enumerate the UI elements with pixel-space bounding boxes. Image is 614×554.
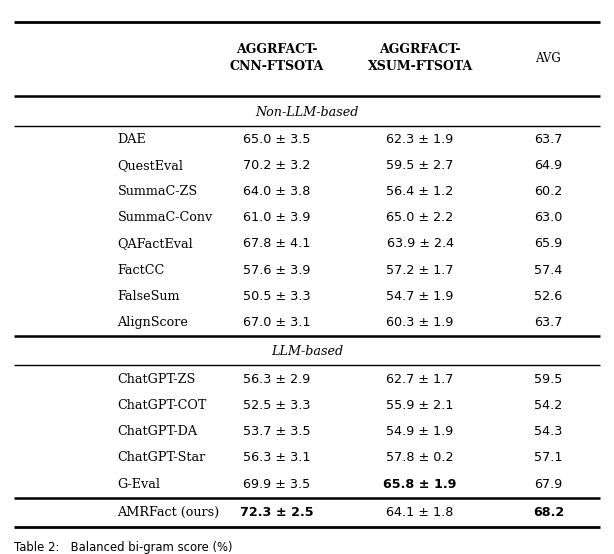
Text: 53.7 ± 3.5: 53.7 ± 3.5: [243, 425, 310, 438]
Text: 72.3 ± 2.5: 72.3 ± 2.5: [239, 506, 313, 519]
Text: 57.6 ± 3.9: 57.6 ± 3.9: [243, 264, 310, 276]
Text: 50.5 ± 3.3: 50.5 ± 3.3: [243, 290, 310, 303]
Text: QuestEval: QuestEval: [117, 159, 184, 172]
Text: 69.9 ± 3.5: 69.9 ± 3.5: [243, 478, 310, 491]
Text: 56.3 ± 3.1: 56.3 ± 3.1: [243, 452, 310, 464]
Text: AlignScore: AlignScore: [117, 316, 188, 329]
Text: Non-LLM-based: Non-LLM-based: [255, 106, 359, 119]
Text: 60.2: 60.2: [534, 185, 562, 198]
Text: 54.7 ± 1.9: 54.7 ± 1.9: [386, 290, 454, 303]
Text: ChatGPT-COT: ChatGPT-COT: [117, 399, 207, 412]
Text: 56.3 ± 2.9: 56.3 ± 2.9: [243, 373, 310, 386]
Text: 59.5 ± 2.7: 59.5 ± 2.7: [386, 159, 454, 172]
Text: 64.9: 64.9: [534, 159, 562, 172]
Text: 67.8 ± 4.1: 67.8 ± 4.1: [243, 238, 310, 250]
Text: G-Eval: G-Eval: [117, 478, 160, 491]
Text: 64.0 ± 3.8: 64.0 ± 3.8: [243, 185, 310, 198]
Text: SummaC-ZS: SummaC-ZS: [117, 185, 198, 198]
Text: 57.2 ± 1.7: 57.2 ± 1.7: [386, 264, 454, 276]
Text: 70.2 ± 3.2: 70.2 ± 3.2: [243, 159, 310, 172]
Text: 54.3: 54.3: [534, 425, 562, 438]
Text: 65.0 ± 2.2: 65.0 ± 2.2: [386, 211, 454, 224]
Text: 52.5 ± 3.3: 52.5 ± 3.3: [243, 399, 310, 412]
Text: 63.7: 63.7: [534, 132, 562, 146]
Text: 68.2: 68.2: [533, 506, 564, 519]
Text: FactCC: FactCC: [117, 264, 165, 276]
Text: DAE: DAE: [117, 132, 146, 146]
Text: 63.0: 63.0: [534, 211, 562, 224]
Text: ChatGPT-DA: ChatGPT-DA: [117, 425, 198, 438]
Text: 63.9 ± 2.4: 63.9 ± 2.4: [387, 238, 454, 250]
Text: 52.6: 52.6: [534, 290, 562, 303]
Text: 63.7: 63.7: [534, 316, 562, 329]
Text: 67.9: 67.9: [534, 478, 562, 491]
Text: AVG: AVG: [535, 52, 561, 65]
Text: 67.0 ± 3.1: 67.0 ± 3.1: [243, 316, 310, 329]
Text: SummaC-Conv: SummaC-Conv: [117, 211, 213, 224]
Text: 55.9 ± 2.1: 55.9 ± 2.1: [386, 399, 454, 412]
Text: ChatGPT-Star: ChatGPT-Star: [117, 452, 206, 464]
Text: 65.0 ± 3.5: 65.0 ± 3.5: [243, 132, 310, 146]
Text: 57.1: 57.1: [534, 452, 562, 464]
Text: AGGRFACT-
CNN-FTSOTA: AGGRFACT- CNN-FTSOTA: [229, 43, 324, 73]
Text: AMRFact (ours): AMRFact (ours): [117, 506, 220, 519]
Text: 54.2: 54.2: [534, 399, 562, 412]
Text: 65.8 ± 1.9: 65.8 ± 1.9: [383, 478, 457, 491]
Text: 61.0 ± 3.9: 61.0 ± 3.9: [243, 211, 310, 224]
Text: 62.7 ± 1.7: 62.7 ± 1.7: [386, 373, 454, 386]
Text: 62.3 ± 1.9: 62.3 ± 1.9: [386, 132, 454, 146]
Text: 56.4 ± 1.2: 56.4 ± 1.2: [386, 185, 454, 198]
Text: Table 2:   Balanced bi-gram score (%): Table 2: Balanced bi-gram score (%): [14, 541, 232, 554]
Text: QAFactEval: QAFactEval: [117, 238, 193, 250]
Text: AGGRFACT-
XSUM-FTSOTA: AGGRFACT- XSUM-FTSOTA: [367, 43, 473, 73]
Text: 60.3 ± 1.9: 60.3 ± 1.9: [386, 316, 454, 329]
Text: 64.1 ± 1.8: 64.1 ± 1.8: [386, 506, 454, 519]
Text: LLM-based: LLM-based: [271, 345, 343, 358]
Text: 57.4: 57.4: [534, 264, 562, 276]
Text: 57.8 ± 0.2: 57.8 ± 0.2: [386, 452, 454, 464]
Text: 65.9: 65.9: [534, 238, 562, 250]
Text: 54.9 ± 1.9: 54.9 ± 1.9: [386, 425, 454, 438]
Text: FalseSum: FalseSum: [117, 290, 180, 303]
Text: 59.5: 59.5: [534, 373, 562, 386]
Text: ChatGPT-ZS: ChatGPT-ZS: [117, 373, 196, 386]
